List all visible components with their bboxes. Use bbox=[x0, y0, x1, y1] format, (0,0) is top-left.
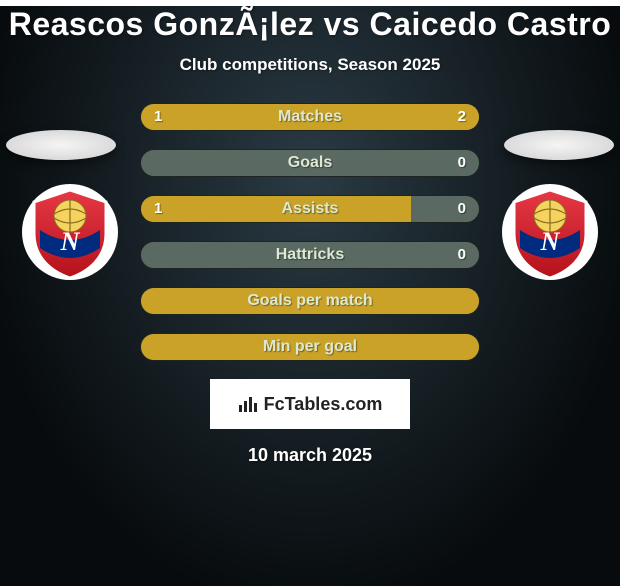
stat-value-left: 1 bbox=[154, 195, 162, 223]
stat-value-right: 0 bbox=[458, 195, 466, 223]
stat-row: Matches1 2 bbox=[140, 103, 480, 131]
stat-value-right: 2 bbox=[458, 103, 466, 131]
stat-row: Min per goal bbox=[140, 333, 480, 361]
player-spotlight-right bbox=[504, 130, 614, 160]
club-badge-left: N bbox=[20, 182, 120, 282]
stat-label: Hattricks bbox=[140, 241, 480, 269]
svg-text:N: N bbox=[540, 227, 561, 256]
stat-row: Assists1 0 bbox=[140, 195, 480, 223]
stat-value-right: 0 bbox=[458, 241, 466, 269]
stat-row: Hattricks0 bbox=[140, 241, 480, 269]
brand-label: FcTables.com bbox=[264, 394, 383, 415]
stat-row: Goals0 bbox=[140, 149, 480, 177]
brand-box: FcTables.com bbox=[210, 379, 410, 429]
brand-text: FcTables.com bbox=[238, 394, 383, 415]
stat-value-left: 1 bbox=[154, 103, 162, 131]
stat-label: Min per goal bbox=[140, 333, 480, 361]
stat-label: Goals bbox=[140, 149, 480, 177]
stat-value-right: 0 bbox=[458, 149, 466, 177]
stat-label: Matches bbox=[140, 103, 480, 131]
stat-label: Goals per match bbox=[140, 287, 480, 315]
subtitle: Club competitions, Season 2025 bbox=[0, 55, 620, 75]
page-title: Reascos GonzÃ¡lez vs Caicedo Castro bbox=[0, 6, 620, 43]
stat-row: Goals per match bbox=[140, 287, 480, 315]
club-badge-right: N bbox=[500, 182, 600, 282]
date-label: 10 march 2025 bbox=[0, 445, 620, 466]
stat-label: Assists bbox=[140, 195, 480, 223]
brand-bars-icon bbox=[238, 395, 260, 413]
player-spotlight-left bbox=[6, 130, 116, 160]
svg-text:N: N bbox=[60, 227, 81, 256]
